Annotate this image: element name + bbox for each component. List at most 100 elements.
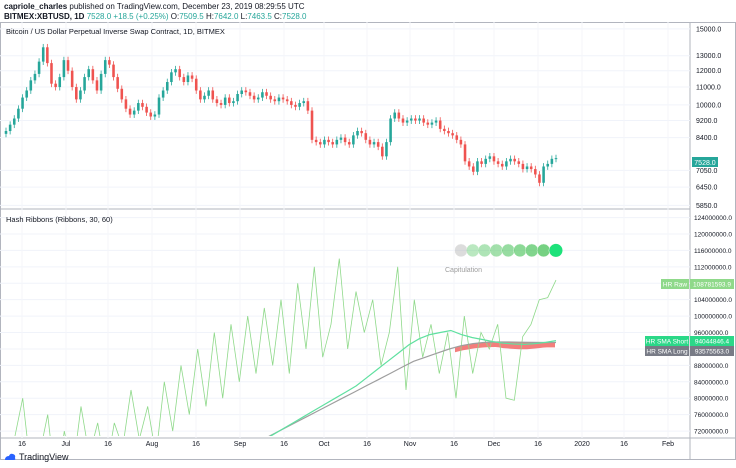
candle-body	[521, 163, 525, 170]
hr-sma-long-value: 93575563.0	[695, 349, 730, 356]
candle-body	[248, 92, 252, 96]
candle-body	[463, 144, 467, 162]
candle-body	[550, 158, 554, 164]
candle-body	[252, 95, 256, 100]
price-tick-label: 6450.0	[696, 185, 718, 192]
time-tick-label: 16	[450, 441, 458, 448]
candle-body	[285, 99, 289, 102]
candle-body	[103, 60, 107, 74]
candle-body	[21, 97, 24, 109]
low-value: 7463.5	[247, 12, 272, 21]
candle-body	[269, 95, 272, 100]
capitulation-marker	[513, 243, 527, 258]
hr-sma-short-line	[269, 329, 557, 436]
author-name[interactable]: capriole_charles	[4, 2, 68, 11]
candle-body	[174, 69, 177, 73]
candle-body	[496, 161, 500, 164]
candle-body	[397, 112, 401, 119]
time-tick-label: Aug	[146, 441, 159, 448]
candle-body	[108, 60, 111, 65]
ribbon-tick-label: 100000000.0	[694, 314, 732, 321]
candle-body	[327, 139, 330, 143]
candle-body	[422, 118, 425, 123]
candle-body	[50, 63, 53, 84]
candle-body	[87, 69, 90, 78]
chart-canvas[interactable]: Bitcoin / US Dollar Perpetual Inverse Sw…	[0, 22, 736, 460]
price-tick-label: 9200.0	[696, 118, 718, 125]
candle-body	[459, 139, 463, 145]
candle-body	[426, 122, 430, 125]
candle-body	[4, 131, 8, 134]
footer-brand[interactable]: TradingView	[19, 452, 69, 462]
candle-body	[525, 166, 529, 170]
open-value: 7509.5	[179, 12, 204, 21]
candle-body	[492, 156, 496, 162]
candle-body	[58, 77, 62, 88]
candle-body	[443, 128, 446, 132]
candle-body	[215, 99, 219, 104]
price-change: +18.5 (+0.25%)	[113, 12, 169, 21]
ribbon-tick-label: 124000000.0	[694, 215, 732, 222]
time-tick-label: 16	[534, 441, 542, 448]
candle-body	[12, 118, 16, 125]
grid	[0, 22, 690, 438]
ribbon-tick-label: 116000000.0	[694, 248, 732, 255]
candle-body	[17, 108, 20, 119]
candle-body	[186, 75, 190, 83]
candle-body	[165, 82, 169, 91]
symbol-name[interactable]: BITMEX:XBTUSD, 1D	[4, 12, 85, 21]
hr-sma-long-name: HR SMA Long	[646, 349, 688, 356]
candle-body	[364, 133, 368, 140]
capitulation-marker	[489, 243, 504, 258]
candle-body	[405, 120, 409, 123]
candle-body	[75, 87, 78, 100]
hr-sma-short-name: HR SMA Short	[646, 339, 688, 346]
candle-body	[509, 158, 512, 162]
candle-body	[236, 93, 239, 102]
candlestick-series	[4, 43, 558, 187]
candle-body	[145, 106, 148, 113]
time-tick-label: 16	[363, 441, 371, 448]
time-tick-label: Sep	[234, 441, 247, 448]
capitulation-marker	[454, 243, 468, 258]
candle-body	[554, 158, 558, 160]
ribbon-pane-title: Hash Ribbons (Ribbons, 30, 60)	[6, 215, 113, 224]
tradingview-logo-icon	[5, 453, 16, 460]
candle-body	[62, 60, 66, 78]
ribbon-tick-label: 72000000.0	[694, 429, 729, 436]
candle-body	[157, 97, 161, 115]
candle-body	[385, 142, 388, 157]
close-value: 7528.0	[282, 12, 307, 21]
ribbon-tick-label: 84000000.0	[694, 379, 729, 386]
low-label: L:	[240, 12, 248, 21]
candle-body	[116, 77, 119, 89]
time-tick-label: 16	[18, 441, 26, 448]
candle-body	[170, 72, 173, 83]
candle-body	[310, 110, 314, 140]
candle-body	[430, 122, 434, 125]
hash-ribbon-series	[14, 258, 557, 436]
hr-raw-line	[14, 258, 557, 436]
candle-body	[401, 118, 405, 123]
candle-body	[343, 137, 347, 143]
last-price: 7528.0	[86, 12, 112, 21]
time-tick-label: 16	[620, 441, 628, 448]
candle-body	[261, 92, 264, 98]
candle-body	[372, 142, 376, 145]
price-tick-label: 5850.0	[696, 203, 718, 210]
candle-body	[376, 142, 380, 147]
ribbon-tick-label: 76000000.0	[694, 412, 729, 419]
candle-body	[207, 90, 210, 96]
time-tick-label: 16	[280, 441, 288, 448]
candle-body	[290, 101, 293, 105]
candle-body	[484, 158, 487, 164]
publish-line: capriole_charles published on TradingVie…	[4, 2, 305, 11]
price-pane-title: Bitcoin / US Dollar Perpetual Inverse Sw…	[6, 27, 225, 36]
candle-body	[199, 90, 202, 100]
candle-body	[120, 88, 124, 100]
candle-body	[8, 124, 12, 132]
candle-body	[505, 161, 508, 167]
candle-body	[302, 101, 306, 104]
time-tick-label: Jul	[62, 441, 71, 448]
last-price-badge: 7528.0	[692, 157, 718, 167]
